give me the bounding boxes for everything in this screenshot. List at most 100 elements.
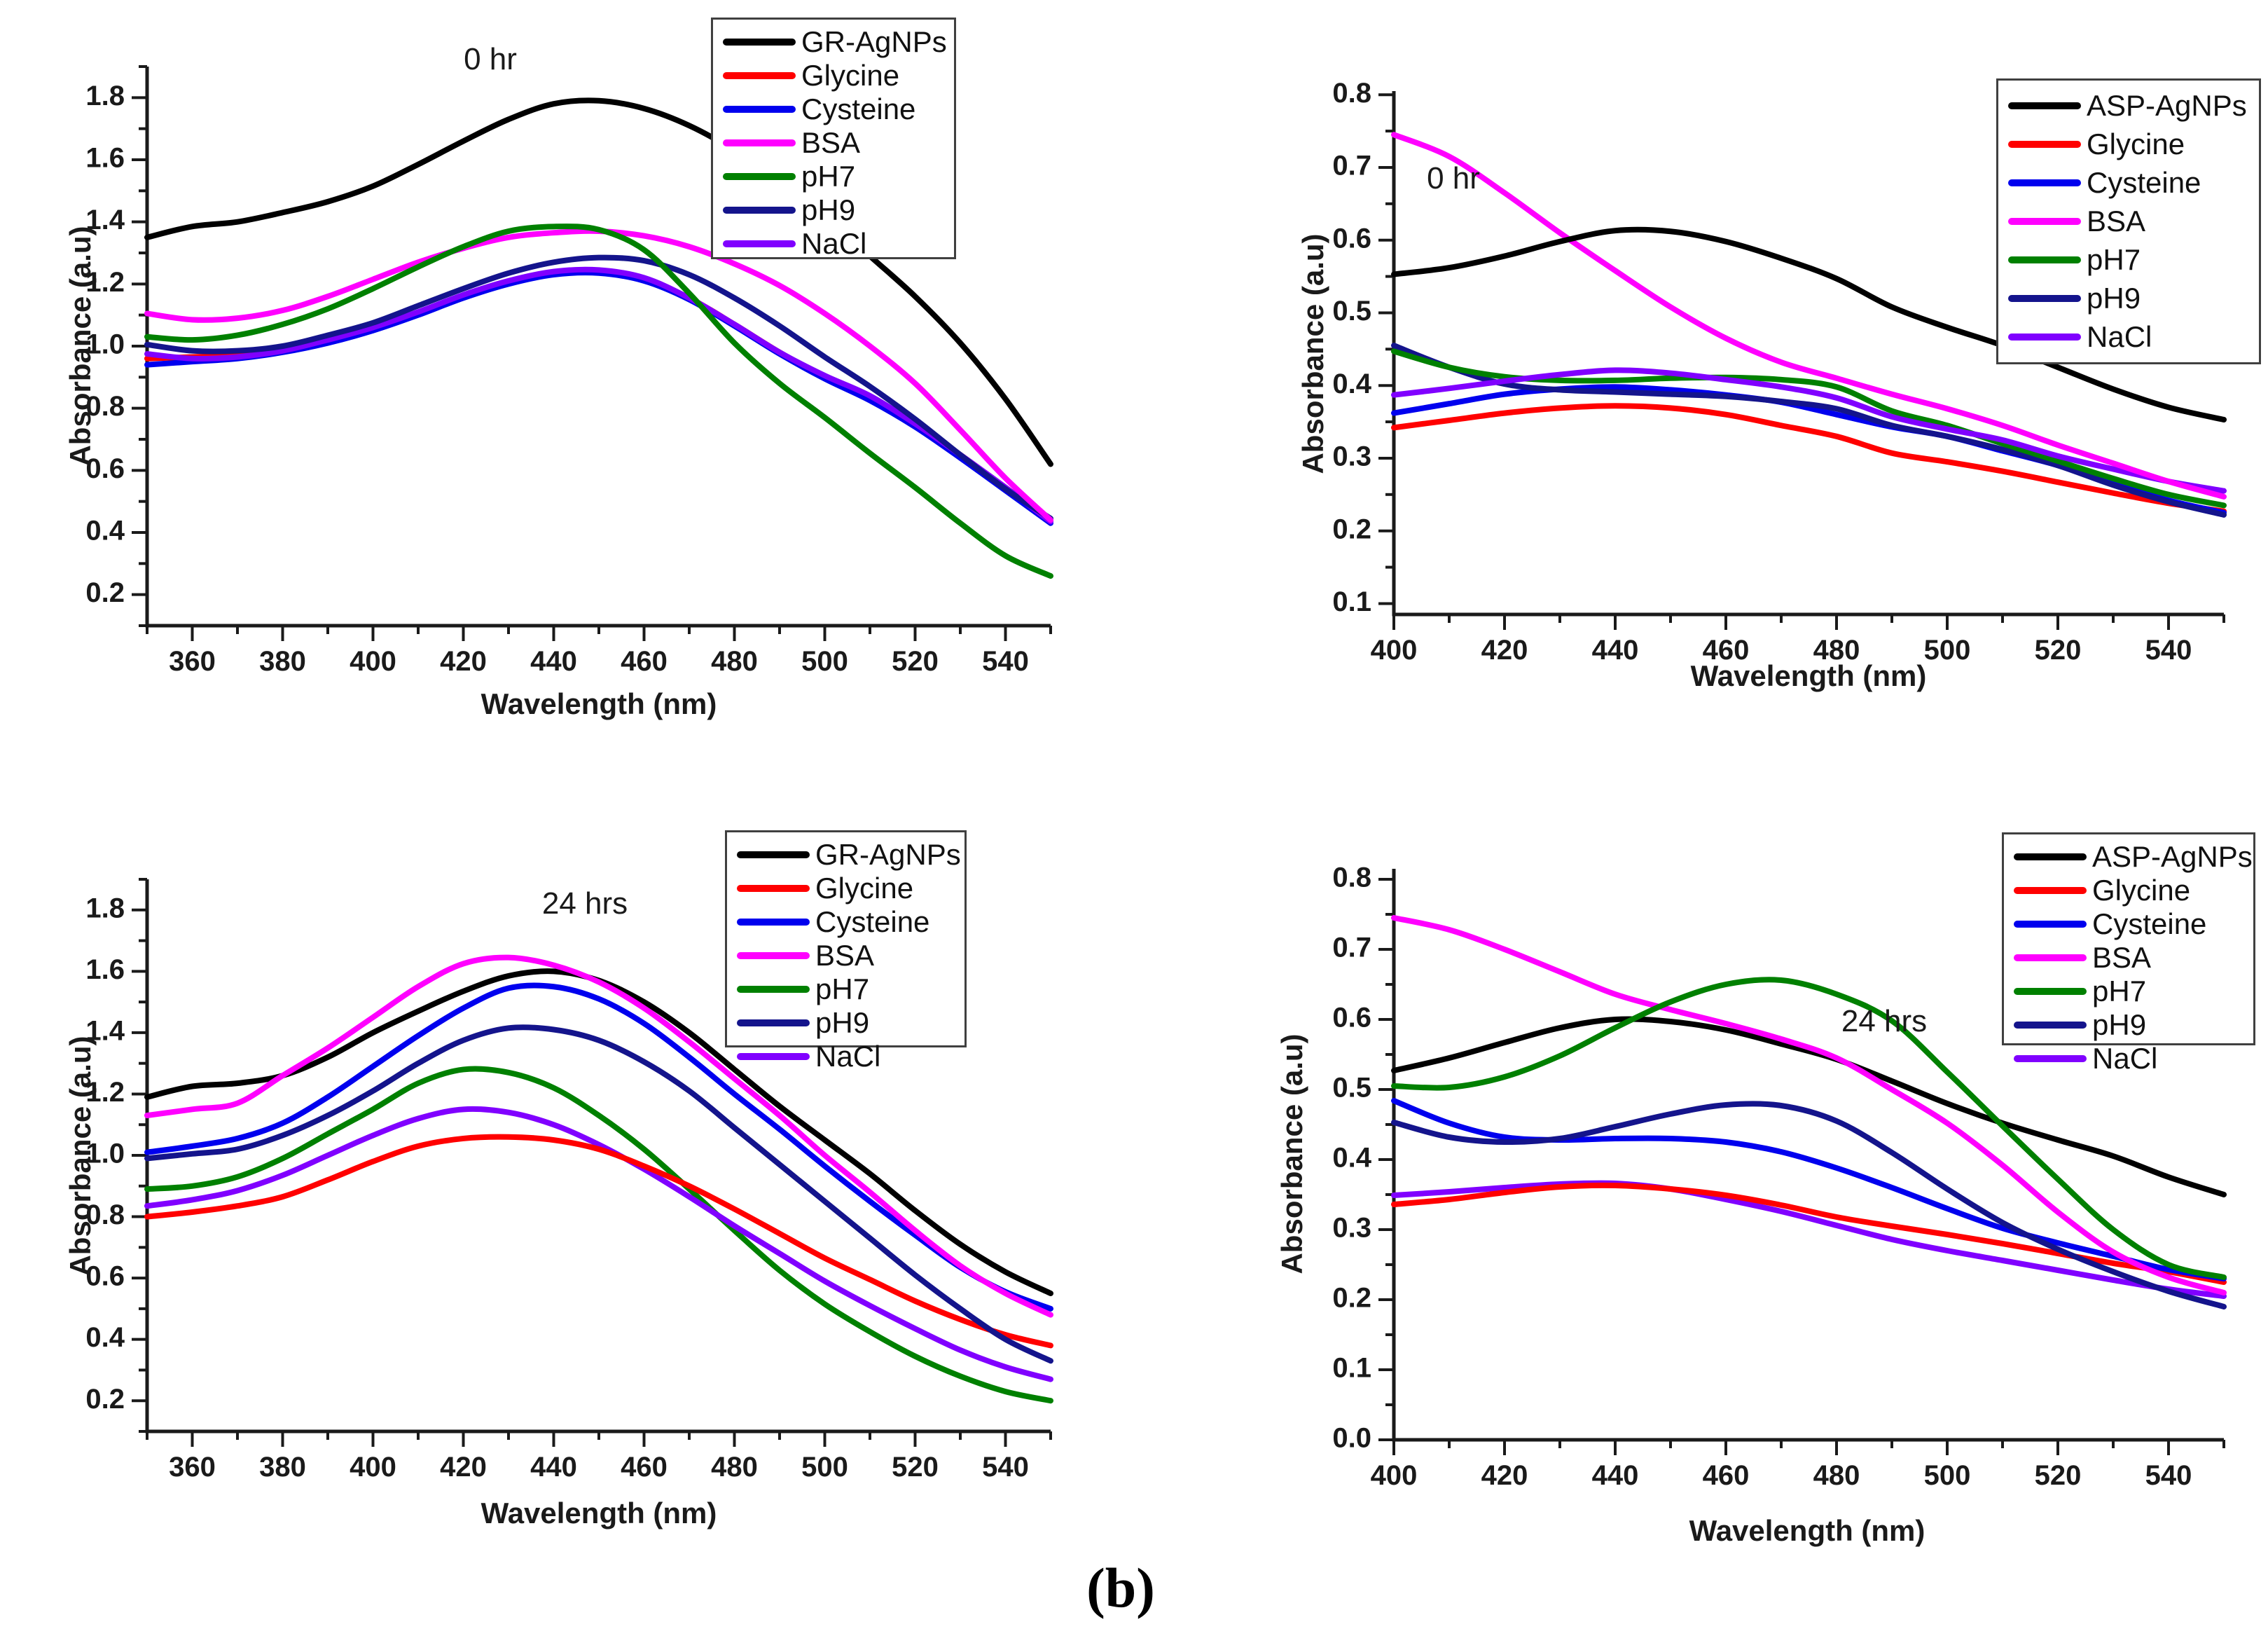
- y-tick-label: 0.8: [1332, 78, 1371, 109]
- legend-line-swatch: [723, 240, 796, 247]
- legend-label: pH9: [2087, 282, 2141, 315]
- y-tick-label: 1.6: [85, 954, 125, 985]
- legend-label: ASP-AgNPs: [2092, 840, 2253, 874]
- legend-item-Glycine: Glycine: [737, 872, 955, 905]
- figure-page: 3603804004204404604805005205400.20.40.60…: [0, 0, 2268, 1650]
- x-tick-label: 460: [621, 1452, 668, 1483]
- y-axis-label: Absorbance (a.u): [64, 226, 97, 466]
- y-axis-label: Absorbance (a.u): [64, 1036, 97, 1276]
- y-tick-label: 0.2: [1332, 1283, 1371, 1314]
- x-tick-label: 520: [892, 1452, 939, 1483]
- legend-line-swatch: [2014, 921, 2087, 928]
- x-tick-label: 420: [1481, 635, 1528, 666]
- legend-line-swatch: [723, 173, 796, 180]
- x-tick-label: 480: [711, 646, 758, 677]
- legend-line-swatch: [2008, 179, 2081, 186]
- legend-item-BSA: BSA: [723, 126, 944, 160]
- x-tick-label: 440: [1592, 1460, 1639, 1491]
- y-tick-label: 0.6: [1332, 223, 1371, 254]
- legend-item-NaCl: NaCl: [2008, 320, 2249, 354]
- legend-label: pH7: [2087, 243, 2141, 277]
- legend-label: ASP-AgNPs: [2087, 89, 2247, 123]
- legend-item-pH9: pH9: [723, 193, 944, 227]
- x-tick-label: 500: [1924, 1460, 1971, 1491]
- legend-item-Cysteine: Cysteine: [723, 92, 944, 126]
- legend-line-swatch: [2008, 218, 2081, 225]
- legend-line-swatch: [2008, 295, 2081, 302]
- legend-item-Glycine: Glycine: [723, 59, 944, 92]
- x-axis-label: Wavelength (nm): [1691, 659, 1927, 693]
- legend: GR-AgNPsGlycineCysteineBSApH7pH9NaCl: [725, 830, 967, 1047]
- legend-item-BSA: BSA: [737, 939, 955, 972]
- x-tick-label: 520: [2035, 635, 2082, 666]
- legend-label: pH7: [801, 160, 855, 193]
- legend-item-pH7: pH7: [2014, 975, 2243, 1008]
- y-tick-label: 0.4: [1332, 1143, 1371, 1174]
- legend-line-swatch: [2014, 954, 2087, 961]
- legend-item-NaCl: NaCl: [723, 227, 944, 261]
- legend-item-Glycine: Glycine: [2008, 128, 2249, 161]
- legend-label: pH7: [2092, 975, 2146, 1008]
- y-tick-label: 0.3: [1332, 1213, 1371, 1244]
- x-tick-label: 540: [2145, 1460, 2192, 1491]
- legend-label: Glycine: [801, 59, 899, 92]
- legend-item-pH7: pH7: [723, 160, 944, 193]
- legend-label: GR-AgNPs: [801, 25, 947, 59]
- legend-line-swatch: [2014, 853, 2087, 860]
- x-tick-label: 440: [1592, 635, 1639, 666]
- legend-label: Cysteine: [815, 905, 929, 939]
- x-tick-label: 520: [2035, 1460, 2082, 1491]
- legend-line-swatch: [723, 72, 796, 79]
- y-tick-label: 0.1: [1332, 1353, 1371, 1384]
- legend-item-ASP-AgNPs: ASP-AgNPs: [2014, 840, 2243, 874]
- y-tick-label: 1.8: [85, 81, 125, 111]
- legend: ASP-AgNPsGlycineCysteineBSApH7pH9NaCl: [2002, 832, 2255, 1045]
- legend-label: NaCl: [2092, 1042, 2157, 1075]
- legend-label: BSA: [2087, 205, 2145, 238]
- legend-line-swatch: [737, 919, 810, 926]
- legend-item-NaCl: NaCl: [737, 1040, 955, 1073]
- panel-asp-24hr: 4004204404604805005205400.00.10.20.30.40…: [1268, 799, 2268, 1583]
- y-tick-label: 0.2: [85, 1384, 125, 1415]
- legend-item-Cysteine: Cysteine: [2014, 907, 2243, 941]
- legend-item-pH9: pH9: [2014, 1008, 2243, 1042]
- legend-label: GR-AgNPs: [815, 838, 961, 872]
- legend-line-swatch: [2014, 1055, 2087, 1062]
- legend-line-swatch: [737, 1019, 810, 1026]
- legend-line-swatch: [723, 39, 796, 46]
- y-tick-label: 0.4: [85, 1322, 125, 1353]
- series-NaCl: [1394, 1183, 2224, 1296]
- x-tick-label: 500: [801, 1452, 848, 1483]
- legend-label: NaCl: [815, 1040, 880, 1073]
- x-tick-label: 540: [982, 646, 1029, 677]
- x-tick-label: 440: [530, 1452, 577, 1483]
- legend-line-swatch: [2014, 1022, 2087, 1029]
- legend-item-NaCl: NaCl: [2014, 1042, 2243, 1075]
- panel-asp-0hr: 4004204404604805005205400.10.20.30.40.50…: [1268, 42, 2268, 757]
- legend-item-BSA: BSA: [2008, 205, 2249, 238]
- legend-line-swatch: [723, 139, 796, 146]
- legend-label: pH9: [2092, 1008, 2146, 1042]
- legend-item-pH9: pH9: [737, 1006, 955, 1040]
- figure-caption: (b): [1086, 1558, 1155, 1621]
- legend: GR-AgNPsGlycineCysteineBSApH7pH9NaCl: [711, 18, 956, 259]
- series-pH7: [147, 226, 1051, 576]
- x-tick-label: 400: [1371, 1460, 1418, 1491]
- legend-label: NaCl: [2087, 320, 2152, 354]
- x-tick-label: 420: [440, 646, 487, 677]
- x-tick-label: 400: [1371, 635, 1418, 666]
- legend-label: BSA: [815, 939, 874, 972]
- legend-item-Cysteine: Cysteine: [2008, 166, 2249, 200]
- y-tick-label: 0.8: [1332, 862, 1371, 893]
- y-axis-label: Absorbance (a.u): [1275, 1033, 1309, 1274]
- legend-line-swatch: [2008, 141, 2081, 148]
- x-tick-label: 360: [169, 646, 216, 677]
- legend-item-GR-AgNPs: GR-AgNPs: [737, 838, 955, 872]
- legend-line-swatch: [737, 851, 810, 858]
- legend-label: pH9: [801, 193, 855, 227]
- y-tick-label: 1.8: [85, 893, 125, 923]
- series-Glycine: [147, 1137, 1051, 1346]
- legend-line-swatch: [723, 106, 796, 113]
- legend-label: pH7: [815, 972, 869, 1006]
- x-tick-label: 460: [621, 646, 668, 677]
